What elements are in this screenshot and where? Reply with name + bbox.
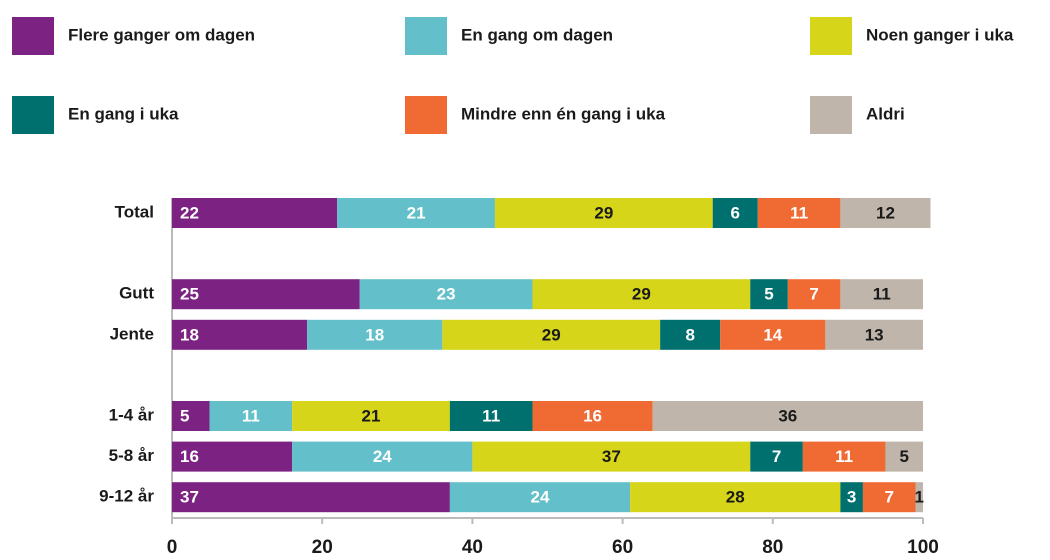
- legend-swatch: [405, 96, 447, 134]
- y-tick-label: Jente: [110, 324, 154, 343]
- bar-segment: [209, 401, 293, 431]
- bar-segment: [172, 482, 450, 513]
- data-label: 11: [790, 203, 808, 222]
- y-tick-label: 9-12 år: [99, 487, 154, 506]
- bar-segment: [862, 482, 916, 513]
- legend-label: En gang om dagen: [461, 25, 613, 44]
- bar-segment: [825, 319, 923, 350]
- data-label: 24: [531, 488, 550, 507]
- bar-segment: [442, 319, 661, 350]
- data-label: 18: [180, 325, 199, 344]
- x-tick-label: 60: [612, 537, 633, 558]
- bar-segment: [337, 198, 495, 228]
- data-label: 3: [847, 488, 856, 507]
- legend-label: Aldri: [866, 104, 905, 123]
- bar-segment: [307, 319, 443, 350]
- data-label: 24: [373, 447, 392, 466]
- legend-swatch: [12, 17, 54, 55]
- bar-segment: [885, 441, 923, 472]
- data-label: 11: [835, 447, 853, 466]
- bar-segment: [787, 279, 841, 310]
- legend-label: Flere ganger om dagen: [68, 25, 255, 44]
- data-label: 5: [180, 406, 189, 425]
- bar-segment: [532, 401, 653, 431]
- data-label: 13: [865, 325, 884, 344]
- bar-segment: [750, 279, 788, 310]
- legend-swatch: [12, 96, 54, 134]
- data-label: 12: [876, 203, 895, 222]
- bar-segment: [292, 441, 473, 472]
- bar-segment: [532, 279, 751, 310]
- data-label: 11: [873, 285, 891, 304]
- bar-segment: [449, 482, 631, 513]
- data-label: 14: [763, 325, 782, 344]
- data-label: 11: [242, 406, 260, 425]
- data-label: 25: [180, 285, 199, 304]
- y-tick-label: 5-8 år: [109, 446, 155, 465]
- bar-segment: [472, 441, 751, 472]
- bar-segment: [292, 401, 450, 431]
- legend-label: Mindre enn én gang i uka: [461, 104, 666, 123]
- x-tick-label: 40: [462, 537, 483, 558]
- bar-segment: [750, 441, 803, 472]
- bar-segment: [359, 279, 533, 310]
- data-label: 21: [407, 203, 426, 222]
- data-label: 29: [594, 203, 613, 222]
- bar-segment: [172, 401, 210, 431]
- bar-segment: [840, 482, 863, 513]
- data-label: 29: [542, 325, 561, 344]
- data-label: 7: [809, 285, 818, 304]
- y-tick-label: 1-4 år: [109, 405, 155, 424]
- data-label: 36: [778, 406, 797, 425]
- bar-segment: [449, 401, 533, 431]
- data-label: 5: [764, 285, 773, 304]
- bar-segment: [840, 198, 931, 228]
- data-label: 6: [731, 203, 740, 222]
- data-label: 37: [180, 488, 199, 507]
- bar-segment: [172, 198, 338, 228]
- data-label: 16: [583, 406, 602, 425]
- bar-segment: [630, 482, 841, 513]
- data-label: 11: [482, 406, 500, 425]
- bar-segment: [652, 401, 923, 431]
- bar-segment: [840, 279, 923, 310]
- legend-label: En gang i uka: [68, 104, 179, 123]
- legend-label: Noen ganger i uka: [866, 25, 1014, 44]
- bar-segment: [915, 482, 923, 513]
- data-label: 7: [884, 488, 893, 507]
- bar-segment: [172, 319, 308, 350]
- legend-swatch: [405, 17, 447, 55]
- data-label: 18: [365, 325, 384, 344]
- data-label: 37: [602, 447, 621, 466]
- data-label: 8: [685, 325, 694, 344]
- data-label: 22: [180, 203, 199, 222]
- data-label: 21: [362, 406, 381, 425]
- bar-segment: [494, 198, 713, 228]
- bar-segment: [660, 319, 721, 350]
- x-tick-label: 80: [762, 537, 783, 558]
- x-tick-label: 100: [907, 537, 939, 558]
- bar-segment: [712, 198, 758, 228]
- legend-swatch: [810, 17, 852, 55]
- legend-swatch: [810, 96, 852, 134]
- y-tick-label: Total: [115, 202, 154, 221]
- data-label: 1: [915, 488, 924, 507]
- bar-segment: [757, 198, 841, 228]
- bar-segment: [172, 279, 360, 310]
- y-tick-label: Gutt: [119, 284, 154, 303]
- data-label: 7: [772, 447, 781, 466]
- x-tick-label: 20: [312, 537, 333, 558]
- x-tick-label: 0: [167, 537, 178, 558]
- bar-segment: [802, 441, 886, 472]
- data-label: 23: [437, 285, 456, 304]
- data-label: 29: [632, 285, 651, 304]
- data-label: 28: [726, 488, 745, 507]
- bar-segment: [720, 319, 826, 350]
- data-label: 5: [899, 447, 908, 466]
- data-label: 16: [180, 447, 199, 466]
- bar-segment: [172, 441, 293, 472]
